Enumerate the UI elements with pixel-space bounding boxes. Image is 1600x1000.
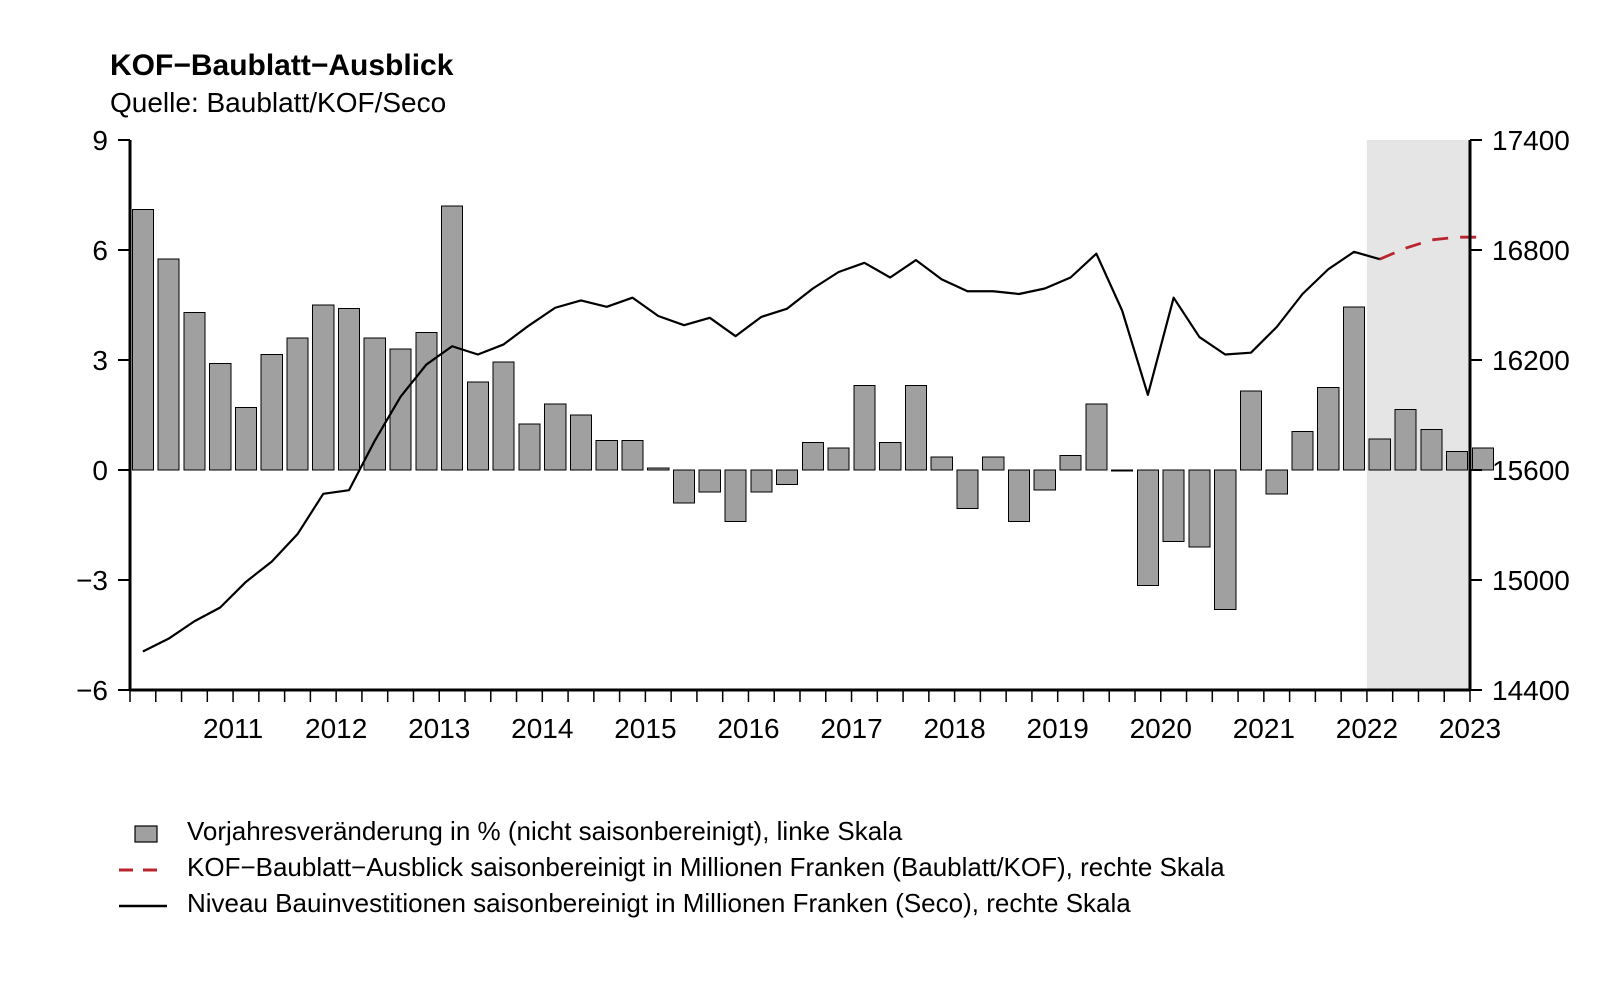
chart-title: KOF−Baublatt−Ausblick	[110, 49, 454, 82]
bar	[880, 443, 901, 471]
bar	[854, 386, 875, 470]
legend-label: Vorjahresveränderung in % (nicht saisonb…	[187, 816, 903, 846]
forecast-band	[1367, 140, 1470, 690]
bar	[416, 333, 437, 471]
bar	[132, 210, 153, 470]
chart-root: KOF−Baublatt−Ausblick Quelle: Baublatt/KO…	[0, 0, 1600, 1000]
bar	[1447, 452, 1468, 470]
bar	[1343, 307, 1364, 470]
x-axis-year-label: 2013	[408, 713, 470, 744]
x-axis-year-label: 2016	[717, 713, 779, 744]
legend-label: KOF−Baublatt−Ausblick saisonbereinigt in…	[187, 852, 1225, 882]
bar	[699, 470, 720, 492]
bar	[1086, 404, 1107, 470]
bar	[338, 309, 359, 470]
bar	[1008, 470, 1029, 521]
x-axis-year-label: 2023	[1439, 713, 1501, 744]
bar	[235, 408, 256, 470]
right-axis-tick-label: 16800	[1492, 235, 1570, 266]
bar	[1369, 439, 1390, 470]
bar	[1215, 470, 1236, 609]
bar	[1060, 455, 1081, 470]
bar	[1421, 430, 1442, 470]
bar	[1266, 470, 1287, 494]
bar	[313, 305, 334, 470]
bar	[210, 364, 231, 470]
bar	[1292, 432, 1313, 471]
bar	[1112, 470, 1133, 471]
bar	[1034, 470, 1055, 490]
x-axis-year-label: 2011	[203, 713, 263, 744]
left-axis-tick-label: 0	[92, 455, 108, 486]
bar	[1137, 470, 1158, 586]
x-axis-year-label: 2018	[923, 713, 985, 744]
bar	[1189, 470, 1210, 547]
chart-subtitle: Quelle: Baublatt/KOF/Seco	[110, 87, 446, 118]
left-axis-tick-label: 3	[92, 345, 108, 376]
legend-label: Niveau Bauinvestitionen saisonbereinigt …	[187, 888, 1131, 918]
bar	[261, 355, 282, 471]
bar	[596, 441, 617, 470]
bar	[931, 457, 952, 470]
left-axis-tick-label: −6	[76, 675, 108, 706]
right-axis-tick-label: 15000	[1492, 565, 1570, 596]
right-axis-tick-label: 16200	[1492, 345, 1570, 376]
right-axis-tick-label: 15600	[1492, 455, 1570, 486]
x-axis-year-label: 2022	[1336, 713, 1398, 744]
x-axis-year-label: 2012	[305, 713, 367, 744]
bar	[1395, 410, 1416, 471]
bar	[570, 415, 591, 470]
bar	[184, 312, 205, 470]
bar	[467, 382, 488, 470]
bar	[545, 404, 566, 470]
bar	[1163, 470, 1184, 542]
bar	[648, 468, 669, 470]
right-axis-tick-label: 17400	[1492, 125, 1570, 156]
bar	[158, 259, 179, 470]
left-axis-tick-label: 9	[92, 125, 108, 156]
left-axis-tick-label: −3	[76, 565, 108, 596]
x-axis-year-label: 2020	[1130, 713, 1192, 744]
bar	[442, 206, 463, 470]
bar	[519, 424, 540, 470]
bar	[1472, 448, 1493, 470]
x-axis-year-label: 2019	[1027, 713, 1089, 744]
bar	[751, 470, 772, 492]
bar	[364, 338, 385, 470]
bar	[828, 448, 849, 470]
bar	[983, 457, 1004, 470]
x-axis-year-label: 2014	[511, 713, 573, 744]
legend-swatch-rect	[135, 826, 157, 842]
bar	[622, 441, 643, 470]
bar	[287, 338, 308, 470]
bar	[725, 470, 746, 521]
bar	[957, 470, 978, 509]
bar	[493, 362, 514, 470]
bar	[802, 443, 823, 471]
x-axis-year-label: 2017	[820, 713, 882, 744]
x-axis-year-label: 2015	[614, 713, 676, 744]
bar	[673, 470, 694, 503]
right-axis-tick-label: 14400	[1492, 675, 1570, 706]
bar	[1240, 391, 1261, 470]
left-axis-tick-label: 6	[92, 235, 108, 266]
x-axis-year-label: 2021	[1233, 713, 1295, 744]
bar	[905, 386, 926, 470]
bar	[1318, 388, 1339, 471]
bar	[777, 470, 798, 485]
